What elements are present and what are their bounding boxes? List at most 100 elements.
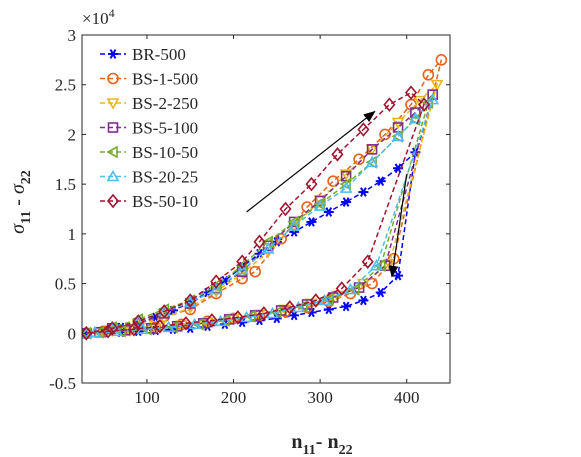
series-1-point	[375, 176, 386, 186]
series-1-point	[323, 207, 334, 217]
legend-item: BR-500	[100, 45, 186, 64]
series-3-point	[383, 258, 396, 271]
legend-item: BS-50-10	[100, 192, 198, 211]
legend-box	[95, 39, 247, 220]
series-7-point	[383, 97, 396, 112]
series-6-point	[344, 282, 357, 295]
series-7-point	[231, 310, 244, 325]
series-1-point-stroke	[377, 287, 385, 298]
series-3-point	[157, 313, 171, 326]
series-1-point	[341, 197, 352, 207]
series-6-point	[214, 314, 227, 327]
y-tick-label: 2	[68, 125, 77, 144]
series-6-point	[339, 181, 353, 193]
series-6-point	[235, 263, 249, 275]
axes-box	[81, 34, 451, 384]
y-axis-label: σ11 - σ22	[7, 170, 34, 234]
y-tick-label: 0.5	[55, 275, 76, 294]
series-1-point-stroke	[394, 163, 402, 174]
legend-item: BS-2-250	[100, 94, 198, 113]
series-6-point	[131, 314, 145, 327]
series-line-7	[86, 91, 425, 335]
series-1-point-stroke	[342, 301, 350, 312]
series-6-point	[313, 199, 327, 211]
series-6-point	[426, 92, 440, 105]
series-7-point	[257, 306, 270, 321]
x-axis-label: n11- n22	[291, 431, 352, 457]
series-1-point-stroke	[360, 295, 367, 306]
series-1-point-stroke	[290, 310, 298, 321]
series-1-point	[289, 310, 300, 321]
series-6-point	[261, 242, 275, 254]
y-tick-label: 0	[68, 324, 77, 343]
series-7-point	[417, 97, 431, 112]
x-axis-label-main: n	[291, 431, 302, 453]
legend-marker-stroke	[109, 49, 117, 59]
axes-layer: 100 200 300 400 -0.5 0 0.5 1 1.5 2 2.5 3	[49, 26, 451, 407]
series-1-point-stroke	[238, 317, 246, 328]
y-tick-label: 2.5	[55, 76, 76, 95]
series-1-point-stroke	[377, 176, 385, 186]
legend-marker	[107, 122, 119, 133]
legend-item: BS-1-500	[100, 70, 198, 89]
legend-label: BS-2-250	[132, 94, 198, 113]
series-7-point	[205, 313, 218, 328]
series-2-point	[327, 175, 339, 187]
legend-label: BS-20-25	[132, 168, 198, 187]
series-3-point	[339, 169, 353, 181]
series-2-point	[249, 265, 261, 278]
legend-marker	[106, 193, 120, 209]
legend-label: BR-500	[132, 45, 186, 64]
legend-item: BS-10-50	[100, 143, 198, 162]
x-axis-label-mid: - n	[316, 431, 339, 453]
series-6-point	[370, 259, 383, 271]
series-6-point	[188, 317, 201, 330]
series-7-point	[184, 293, 197, 308]
legend-label: BS-1-500	[132, 70, 198, 89]
series-1-point-stroke	[308, 307, 315, 318]
y-axis-label-sub2: 22	[19, 170, 34, 184]
x-tick-label: 200	[221, 388, 247, 407]
series-7-point	[335, 281, 348, 296]
annotation-arrow-1	[246, 110, 376, 213]
series-7	[82, 85, 431, 341]
x-tick-label: 400	[394, 388, 420, 407]
series-7-point	[357, 122, 370, 137]
series-1-point	[358, 187, 369, 197]
series-7-point	[210, 274, 223, 289]
series-1-point-stroke	[342, 197, 350, 207]
series-line-6	[86, 99, 434, 335]
series-3-point	[430, 79, 444, 92]
x-tick-label: 300	[307, 388, 333, 407]
series-1-point	[306, 217, 317, 227]
legend-label: BS-5-100	[132, 119, 198, 138]
series-7-point	[361, 254, 374, 269]
x-tick-label: 100	[134, 388, 160, 407]
legend-marker	[107, 72, 119, 85]
y-tick-label: -0.5	[49, 374, 76, 393]
series-6-point	[409, 111, 422, 124]
y-axis-label-mid: - σ	[7, 183, 29, 211]
legend-marker	[108, 49, 118, 59]
y-multiplier-base: ×10	[82, 9, 109, 28]
y-tick-label: 3	[68, 26, 77, 45]
y-multiplier-exp: 4	[109, 6, 115, 20]
series-6-point	[365, 155, 379, 168]
series-2-point	[353, 153, 365, 166]
legend-item: BS-20-25	[100, 168, 198, 187]
y-tick-label: 1	[68, 225, 77, 244]
series-7-point	[101, 324, 115, 339]
series-1-point	[358, 295, 369, 306]
series-7-point	[283, 300, 296, 315]
y-tick-label: 1.5	[55, 175, 76, 194]
legend-marker	[106, 98, 120, 110]
series-1-point-stroke	[360, 187, 367, 197]
series-7-point	[279, 201, 292, 217]
series-6-point	[287, 219, 301, 231]
series-7-point	[82, 326, 93, 341]
legend-label: BS-50-10	[132, 192, 198, 211]
series-6-point	[266, 306, 279, 319]
legend-label: BS-10-50	[132, 143, 198, 162]
legend: BR-500 BS-1-500 BS-2-250 BS-5-100 BS-10-50 BS…	[95, 39, 247, 220]
